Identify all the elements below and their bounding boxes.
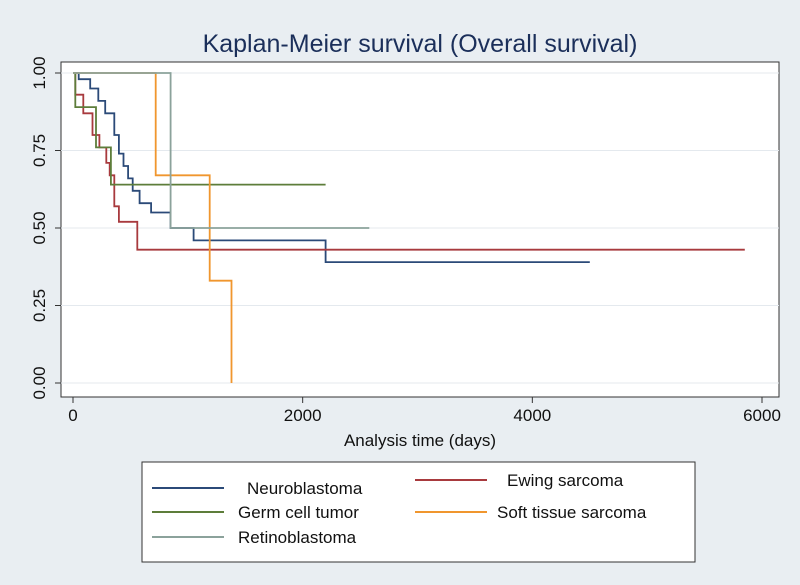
x-tick-label: 0 <box>68 406 77 425</box>
x-tick-label: 2000 <box>284 406 322 425</box>
germ-cell-tumor-curve <box>73 72 326 186</box>
legend: Neuroblastoma Ewing sarcoma Germ cell tumo… <box>152 471 647 547</box>
y-tick-label: 0.75 <box>30 134 49 167</box>
legend-label-neuroblastoma: Neuroblastoma <box>247 479 363 498</box>
y-tick-label: 0.00 <box>30 366 49 399</box>
x-tick-label: 6000 <box>743 406 781 425</box>
axes: 0.00 0.25 0.50 0.75 1.00 0 2000 4000 6000 <box>30 56 781 425</box>
x-tick-label: 4000 <box>513 406 551 425</box>
y-tick-label: 0.50 <box>30 211 49 244</box>
legend-label-germ-cell-tumor: Germ cell tumor <box>238 503 359 522</box>
y-tick-label: 0.25 <box>30 289 49 322</box>
legend-label-retinoblastoma: Retinoblastoma <box>238 528 357 547</box>
legend-label-ewing-sarcoma: Ewing sarcoma <box>507 471 624 490</box>
plot-area <box>60 61 780 398</box>
ewing-sarcoma-curve <box>73 72 745 251</box>
survival-curves <box>73 72 745 383</box>
x-axis-label: Analysis time (days) <box>344 431 496 450</box>
retinoblastoma-curve <box>73 72 370 229</box>
y-tick-label: 1.00 <box>30 56 49 89</box>
chart-title: Kaplan-Meier survival (Overall survival) <box>203 30 638 58</box>
legend-label-soft-tissue-sarcoma: Soft tissue sarcoma <box>497 503 647 522</box>
